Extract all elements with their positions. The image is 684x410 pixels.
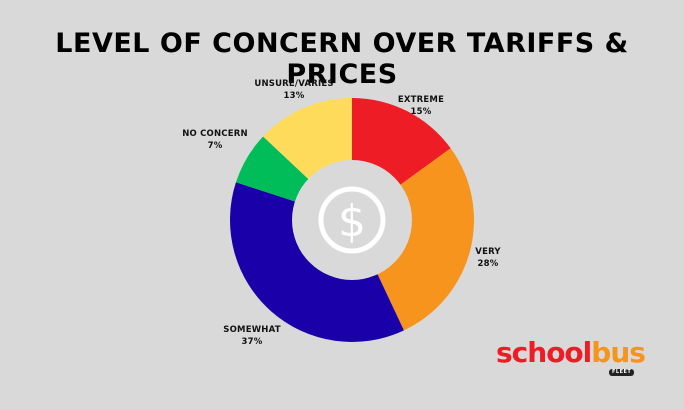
donut-hole [292, 160, 412, 280]
slice-label: EXTREME 15% [397, 95, 445, 117]
schoolbus-fleet-logo: schoolbus [496, 336, 646, 369]
slice-very [352, 148, 474, 331]
logo-fleet-badge: FLEET [609, 369, 635, 376]
slice-label: SOMEWHAT 37% [223, 325, 281, 347]
dollar-coin-icon: $ [318, 186, 386, 254]
svg-text:$: $ [338, 196, 366, 247]
slice-label: UNSURE/VARIES 13% [254, 79, 334, 101]
chart-title: LEVEL OF CONCERN OVER TARIFFS & PRICES [55, 28, 629, 90]
slice-label: NO CONCERN 7% [182, 129, 248, 151]
slice-label: VERY 28% [475, 247, 501, 269]
